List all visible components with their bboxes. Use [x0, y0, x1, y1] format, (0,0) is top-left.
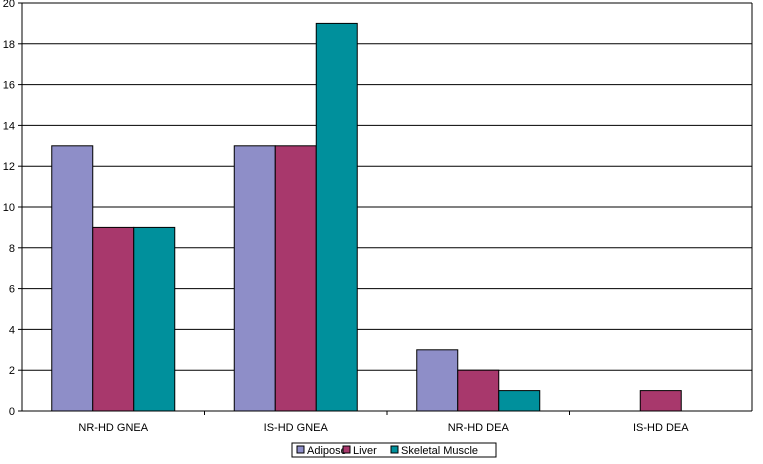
y-tick-label: 18 — [3, 39, 15, 51]
y-tick-label: 8 — [9, 243, 15, 255]
legend-entry: Adipose — [307, 445, 347, 457]
y-tick-labels: 0 2 4 6 8 10 12 14 16 18 20 — [3, 0, 22, 418]
axes — [21, 2, 753, 415]
legend-entry: Liver — [353, 445, 377, 457]
bar-adipose-1 — [233, 145, 276, 412]
legend: Adipose Liver Skeletal Muscle — [291, 442, 497, 458]
legend-swatch — [296, 445, 305, 454]
y-tick-label: 14 — [3, 120, 15, 132]
x-category-label: IS-HD GNEA — [264, 422, 329, 434]
legend-swatch — [390, 445, 399, 454]
x-category-labels: NR-HD GNEA IS-HD GNEA NR-HD DEA IS-HD DEA — [78, 422, 689, 434]
bar-skeletal-muscle-1 — [315, 22, 358, 412]
bar-liver-1 — [274, 145, 317, 412]
bar-liver-0 — [92, 226, 135, 412]
x-category-label: NR-HD DEA — [448, 422, 510, 434]
bar-adipose-2 — [416, 349, 459, 412]
bar-liver-3 — [639, 390, 682, 412]
y-tick-label: 0 — [9, 406, 15, 418]
bar-skeletal-muscle-0 — [133, 226, 176, 412]
legend-swatch — [342, 445, 351, 454]
y-tick-label: 10 — [3, 202, 15, 214]
y-tick-label: 4 — [9, 324, 15, 336]
y-tick-label: 20 — [3, 0, 15, 10]
legend-entry: Skeletal Muscle — [401, 445, 478, 457]
bar-liver-2 — [457, 369, 500, 412]
y-tick-label: 16 — [3, 80, 15, 92]
bars — [51, 22, 682, 412]
bar-adipose-0 — [51, 145, 94, 412]
y-tick-label: 6 — [9, 284, 15, 296]
y-tick-label: 2 — [9, 365, 15, 377]
x-category-label: IS-HD DEA — [633, 422, 689, 434]
bar-skeletal-muscle-2 — [498, 390, 541, 412]
y-tick-label: 12 — [3, 161, 15, 173]
x-category-label: NR-HD GNEA — [78, 422, 148, 434]
